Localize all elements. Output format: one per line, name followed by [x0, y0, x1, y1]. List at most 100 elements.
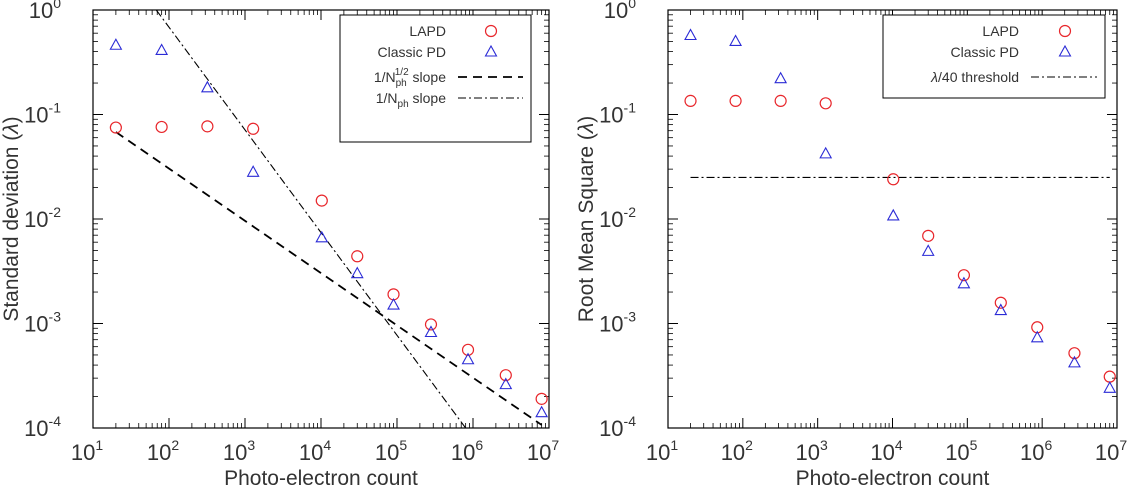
- legend-label-name: 1/N: [374, 69, 396, 85]
- legend-label: Classic PD: [378, 44, 446, 60]
- x-tick-base: 10: [1095, 440, 1119, 465]
- legend-label-name: 1/N: [376, 90, 398, 106]
- x-tick-label: 104: [870, 437, 902, 465]
- x-tick-exponent: 6: [475, 437, 483, 453]
- data-point-triangle: [994, 303, 1008, 316]
- left-panel-standard-deviation: 101 102 103 104 105 106 10710-410-310-210-1100…: [0, 0, 559, 490]
- legend-marker-circle: [484, 24, 498, 38]
- legend-label: 1/Nph slope: [376, 90, 446, 110]
- data-point-circle: [774, 94, 787, 107]
- data-point-circle: [499, 369, 512, 382]
- x-tick-label: 105: [375, 437, 407, 465]
- legend-marker-triangle: [484, 44, 498, 57]
- data-point-triangle: [387, 297, 400, 310]
- y-axis-label-text: Standard deviation (: [0, 134, 23, 322]
- data-point-circle: [994, 296, 1007, 309]
- x-tick-exponent: 5: [399, 437, 407, 453]
- data-point-circle: [247, 122, 260, 135]
- x-tick-base: 10: [375, 440, 399, 465]
- y-axis-label-text: Root Mean Square (: [575, 133, 598, 322]
- y-tick-exponent: -2: [624, 204, 637, 220]
- y-axis-label-end: ): [0, 116, 23, 123]
- x-axis-label: Photo-electron count: [796, 467, 990, 490]
- x-tick-exponent: 4: [895, 437, 903, 453]
- y-axis-label: Root Mean Square (λ): [575, 116, 598, 322]
- legend-label: LAPD: [982, 23, 1019, 39]
- axis-ticks: [667, 9, 1118, 429]
- y-tick-label: 10-4: [599, 413, 636, 441]
- x-tick-exponent: 4: [323, 437, 331, 453]
- data-point-triangle: [535, 405, 549, 418]
- data-point-circle: [819, 97, 832, 110]
- data-point-triangle: [424, 325, 438, 338]
- y-tick-label: 100: [29, 0, 61, 23]
- x-tick-exponent: 7: [1119, 437, 1127, 453]
- x-tick-base: 10: [527, 440, 551, 465]
- data-point-circle: [461, 343, 475, 356]
- data-point-circle: [922, 229, 935, 242]
- data-point-triangle: [350, 266, 364, 279]
- y-tick-exponent: -4: [624, 413, 637, 429]
- data-point-triangle: [729, 34, 743, 47]
- y-tick-exponent: -1: [49, 100, 62, 116]
- x-tick-label: 103: [796, 437, 828, 465]
- y-tick-base: 10: [599, 207, 623, 232]
- y-axis-label: Standard deviation (λ): [0, 116, 23, 321]
- y-tick-exponent: 0: [628, 0, 636, 11]
- x-tick-base: 10: [147, 440, 171, 465]
- legend-label-name: Classic PD: [378, 44, 446, 60]
- legend-label: Classic PD: [951, 44, 1019, 60]
- x-tick-label: 106: [451, 437, 483, 465]
- data-point-triangle: [155, 43, 169, 56]
- legend-label-sub: ph: [398, 99, 409, 110]
- legend-label-sup: 1/2: [395, 67, 409, 78]
- data-point-triangle: [921, 244, 935, 256]
- y-tick-label: 10-1: [599, 100, 636, 128]
- y-tick-label: 10-2: [599, 204, 636, 232]
- x-tick-base: 10: [223, 440, 247, 465]
- data-point-triangle: [819, 146, 833, 159]
- y-tick-base: 10: [24, 312, 48, 337]
- series-line: [155, 10, 467, 428]
- x-tick-label: 105: [945, 437, 977, 465]
- x-tick-exponent: 2: [171, 437, 179, 453]
- y-tick-label: 100: [604, 0, 636, 23]
- data-point-circle: [201, 120, 214, 133]
- data-point-circle: [957, 269, 971, 282]
- y-tick-base: 10: [604, 0, 628, 23]
- data-point-triangle: [315, 230, 329, 243]
- x-tick-label: 102: [147, 437, 179, 465]
- x-tick-base: 10: [1020, 440, 1044, 465]
- x-tick-base: 10: [299, 440, 323, 465]
- data-point-triangle: [1030, 330, 1044, 343]
- data-point-circle: [424, 318, 438, 331]
- data-point-circle: [729, 94, 742, 107]
- data-point-circle: [1068, 347, 1081, 360]
- x-tick-base: 10: [870, 440, 894, 465]
- plot-area: [109, 10, 549, 428]
- x-tick-exponent: 1: [95, 437, 103, 453]
- y-tick-exponent: -4: [49, 413, 62, 429]
- data-point-triangle: [461, 352, 475, 365]
- data-point-circle: [1103, 370, 1116, 383]
- x-tick-exponent: 1: [670, 437, 678, 453]
- y-axis-label-end: ): [575, 116, 598, 123]
- legend-label-name: LAPD: [982, 23, 1019, 39]
- legend-label-name: Classic PD: [951, 44, 1019, 60]
- legend-marker-circle: [1058, 24, 1072, 38]
- data-point-circle: [887, 173, 900, 186]
- data-point-circle: [109, 121, 122, 134]
- y-tick-exponent: -3: [49, 309, 62, 325]
- x-tick-base: 10: [796, 440, 820, 465]
- legend-label: LAPD: [409, 23, 446, 39]
- x-tick-label: 106: [1020, 437, 1052, 465]
- series-line: [115, 131, 543, 426]
- data-point-circle: [351, 250, 364, 263]
- y-tick-base: 10: [24, 207, 48, 232]
- y-tick-exponent: -3: [624, 309, 637, 325]
- data-point-triangle: [200, 80, 214, 93]
- y-tick-label: 10-1: [24, 100, 61, 128]
- legend-label-symbol: λ: [930, 69, 938, 85]
